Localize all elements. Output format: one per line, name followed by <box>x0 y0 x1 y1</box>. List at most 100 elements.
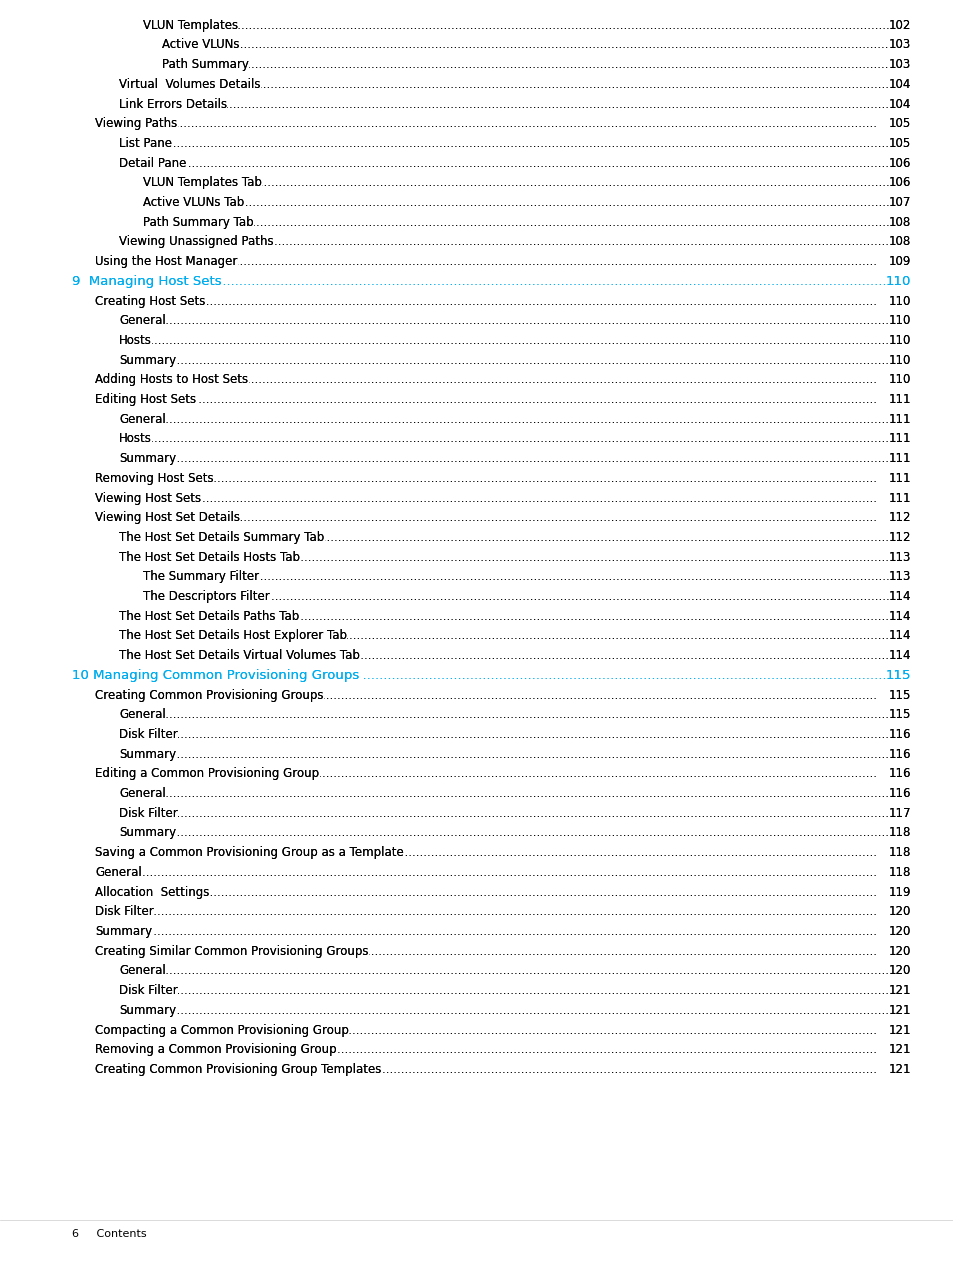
Text: ................................................................................: ........................................… <box>161 38 911 51</box>
Text: 103: 103 <box>888 38 910 51</box>
Text: ................................................................................: ........................................… <box>140 156 889 169</box>
Text: 114: 114 <box>887 610 910 623</box>
Text: ................................................................................: ........................................… <box>152 216 902 229</box>
Text: 105: 105 <box>888 137 910 150</box>
Text: 110: 110 <box>884 275 910 287</box>
Text: The Host Set Details Virtual Volumes Tab: The Host Set Details Virtual Volumes Tab <box>119 649 359 662</box>
Text: 104: 104 <box>888 98 910 111</box>
Text: ................................................................................: ........................................… <box>152 177 902 189</box>
Text: 115: 115 <box>884 669 910 681</box>
Text: ................................................................................: ........................................… <box>140 629 889 642</box>
Text: Summary: Summary <box>95 925 152 938</box>
Text: Summary: Summary <box>95 925 152 938</box>
Text: 115: 115 <box>888 689 910 702</box>
Text: 111: 111 <box>887 393 910 405</box>
Text: 9  Managing Host Sets: 9 Managing Host Sets <box>71 275 221 287</box>
Text: The Host Set Details Hosts Tab: The Host Set Details Hosts Tab <box>119 550 300 563</box>
Text: ................................................................................: ........................................… <box>140 787 889 799</box>
Text: Path Summary: Path Summary <box>162 58 249 71</box>
Text: 108: 108 <box>888 216 910 229</box>
Text: 110: 110 <box>888 314 910 327</box>
Text: Editing a Common Provisioning Group: Editing a Common Provisioning Group <box>95 768 319 780</box>
Text: ................................................................................: ........................................… <box>140 649 889 662</box>
Text: Compacting a Common Provisioning Group: Compacting a Common Provisioning Group <box>95 1023 349 1036</box>
Text: 111: 111 <box>887 472 910 484</box>
Text: General: General <box>119 708 166 721</box>
Text: Creating Host Sets: Creating Host Sets <box>95 295 206 308</box>
Text: 121: 121 <box>887 984 910 996</box>
Text: 116: 116 <box>887 787 910 799</box>
Text: 104: 104 <box>888 78 910 90</box>
Text: ................................................................................: ........................................… <box>79 275 902 287</box>
Text: 110: 110 <box>888 295 910 308</box>
Text: 121: 121 <box>887 1023 910 1036</box>
Text: 121: 121 <box>887 1043 910 1056</box>
Text: 110: 110 <box>888 353 910 366</box>
Text: ................................................................................: ........................................… <box>140 610 889 623</box>
Text: Path Summary Tab: Path Summary Tab <box>143 216 253 229</box>
Text: ................................................................................: ........................................… <box>140 334 889 347</box>
Text: ................................................................................: ........................................… <box>140 452 889 465</box>
Text: 118: 118 <box>888 846 910 859</box>
Text: ................................................................................: ........................................… <box>128 393 878 405</box>
Text: 115: 115 <box>888 689 910 702</box>
Text: Active VLUNs: Active VLUNs <box>162 38 239 51</box>
Text: ................................................................................: ........................................… <box>152 19 902 32</box>
Text: 120: 120 <box>888 965 910 977</box>
Text: ................................................................................: ........................................… <box>128 866 878 878</box>
Text: ................................................................................: ........................................… <box>140 235 889 248</box>
Text: 108: 108 <box>888 235 910 248</box>
Text: 105: 105 <box>888 117 910 130</box>
Text: Compacting a Common Provisioning Group: Compacting a Common Provisioning Group <box>95 1023 349 1036</box>
Text: List Pane: List Pane <box>119 137 172 150</box>
Text: ................................................................................: ........................................… <box>140 137 889 150</box>
Text: ................................................................................: ........................................… <box>152 196 902 208</box>
Text: Viewing Host Sets: Viewing Host Sets <box>95 492 201 505</box>
Text: ................................................................................: ........................................… <box>140 807 889 820</box>
Text: 118: 118 <box>888 866 910 878</box>
Text: VLUN Templates: VLUN Templates <box>143 19 238 32</box>
Text: 114: 114 <box>887 629 910 642</box>
Text: 120: 120 <box>888 925 910 938</box>
Text: Viewing Paths: Viewing Paths <box>95 117 177 130</box>
Text: ................................................................................: ........................................… <box>128 1063 878 1075</box>
Text: 6     Contents: 6 Contents <box>71 1229 146 1239</box>
Text: 110: 110 <box>888 374 910 386</box>
Text: Virtual  Volumes Details: Virtual Volumes Details <box>119 78 260 90</box>
Text: ................................................................................: ........................................… <box>140 98 889 111</box>
Text: Creating Common Provisioning Groups: Creating Common Provisioning Groups <box>95 689 324 702</box>
Text: 106: 106 <box>888 156 910 169</box>
Text: 110: 110 <box>888 374 910 386</box>
Text: 114: 114 <box>887 629 910 642</box>
Text: 115: 115 <box>888 708 910 721</box>
Text: 112: 112 <box>887 531 910 544</box>
Text: Editing Host Sets: Editing Host Sets <box>95 393 196 405</box>
Text: Hosts: Hosts <box>119 334 152 347</box>
Text: Editing a Common Provisioning Group: Editing a Common Provisioning Group <box>95 768 319 780</box>
Text: Virtual  Volumes Details: Virtual Volumes Details <box>119 78 260 90</box>
Text: Disk Filter: Disk Filter <box>95 905 154 918</box>
Text: 112: 112 <box>887 511 910 524</box>
Text: The Host Set Details Summary Tab: The Host Set Details Summary Tab <box>119 531 324 544</box>
Text: 111: 111 <box>887 413 910 426</box>
Text: ................................................................................: ........................................… <box>128 374 878 386</box>
Text: 105: 105 <box>888 117 910 130</box>
Text: ................................................................................: ........................................… <box>140 747 889 760</box>
Text: Disk Filter: Disk Filter <box>119 984 178 996</box>
Text: VLUN Templates: VLUN Templates <box>143 19 238 32</box>
Text: Summary: Summary <box>119 353 176 366</box>
Text: ................................................................................: ........................................… <box>128 1043 878 1056</box>
Text: ................................................................................: ........................................… <box>128 295 878 308</box>
Text: ................................................................................: ........................................… <box>152 571 902 583</box>
Text: 111: 111 <box>887 452 910 465</box>
Text: 119: 119 <box>887 886 910 899</box>
Text: Viewing Host Set Details: Viewing Host Set Details <box>95 511 240 524</box>
Text: VLUN Templates Tab: VLUN Templates Tab <box>143 177 262 189</box>
Text: Summary: Summary <box>119 1004 176 1017</box>
Text: Detail Pane: Detail Pane <box>119 156 187 169</box>
Text: 111: 111 <box>887 472 910 484</box>
Text: ................................................................................: ........................................… <box>128 492 878 505</box>
Text: ................................................................................: ........................................… <box>128 768 878 780</box>
Text: 121: 121 <box>887 1063 910 1075</box>
Text: ................................................................................: ........................................… <box>140 314 889 327</box>
